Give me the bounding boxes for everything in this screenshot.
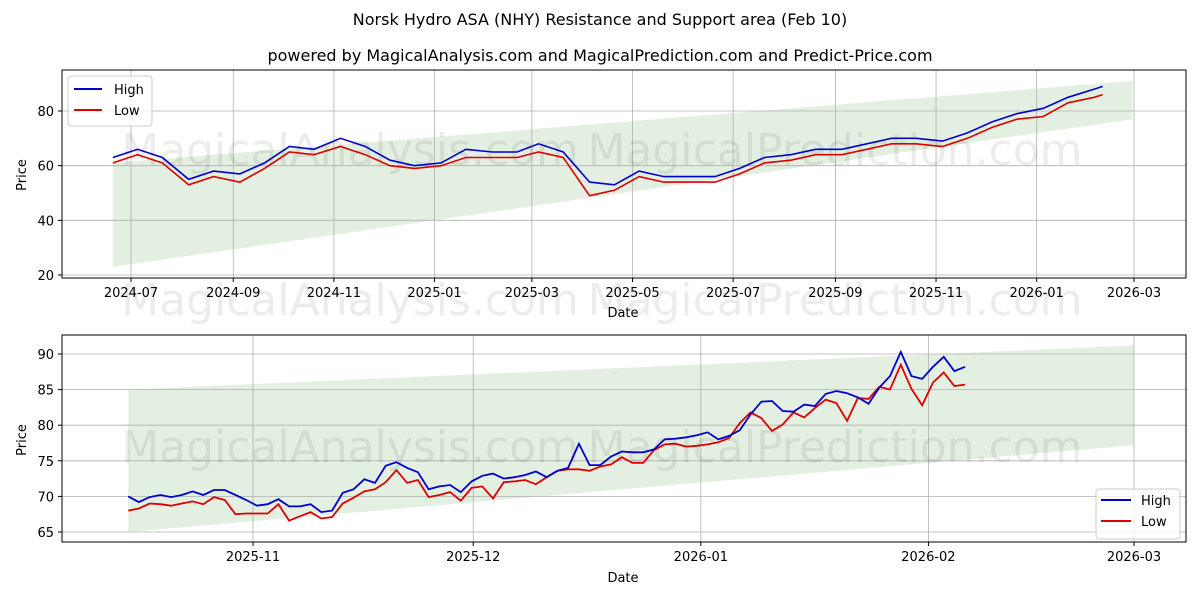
x-tick-label: 2025-05 bbox=[605, 286, 659, 301]
y-tick-label: 40 bbox=[37, 214, 54, 229]
top-price-chart: MagicalAnalysis.com MagicalPrediction.co… bbox=[15, 69, 1187, 326]
watermark: MagicalAnalysis.com bbox=[121, 275, 579, 326]
x-tick-label: 2025-03 bbox=[505, 286, 559, 301]
y-tick-label: 75 bbox=[37, 455, 54, 470]
x-tick-label: 2025-11 bbox=[909, 286, 963, 301]
x-axis-label: Date bbox=[607, 571, 638, 586]
x-tick-label: 2026-01 bbox=[1010, 286, 1064, 301]
x-tick-label: 2025-11 bbox=[226, 550, 280, 565]
x-tick-label: 2026-01 bbox=[674, 550, 728, 565]
x-tick-label: 2025-09 bbox=[808, 286, 862, 301]
y-axis-label: Price bbox=[15, 424, 30, 456]
x-tick-label: 2024-09 bbox=[206, 286, 260, 301]
y-tick-label: 70 bbox=[37, 490, 54, 505]
watermark: MagicalAnalysis.com bbox=[121, 125, 579, 176]
x-axis-label: Date bbox=[607, 306, 638, 321]
legend-low-label: Low bbox=[114, 104, 140, 119]
legend-low-label: Low bbox=[1141, 515, 1167, 530]
x-tick-label: 2026-02 bbox=[901, 550, 955, 565]
x-tick-label: 2024-11 bbox=[307, 286, 361, 301]
chart-title: Norsk Hydro ASA (NHY) Resistance and Sup… bbox=[352, 10, 848, 29]
x-tick-label: 2026-03 bbox=[1107, 286, 1161, 301]
legend: High Low bbox=[1095, 488, 1181, 540]
legend-high-label: High bbox=[114, 83, 144, 98]
y-tick-label: 85 bbox=[37, 384, 54, 399]
y-tick-label: 20 bbox=[37, 269, 54, 284]
bottom-price-chart: MagicalAnalysis.com MagicalPrediction.co… bbox=[15, 334, 1187, 586]
axes-frame bbox=[61, 69, 1187, 279]
axis-ticks: 2024-07 2024-09 2024-11 2025-01 2025-03 2025-… bbox=[37, 105, 1161, 301]
high-series-line bbox=[127, 349, 966, 514]
chart-subtitle: powered by MagicalAnalysis.com and Magic… bbox=[267, 46, 933, 65]
y-tick-label: 80 bbox=[37, 105, 54, 120]
x-tick-label: 2024-07 bbox=[104, 286, 158, 301]
high-series-line bbox=[112, 85, 1103, 186]
low-series-line bbox=[112, 93, 1103, 197]
watermark: MagicalAnalysis.com bbox=[121, 422, 579, 473]
x-tick-label: 2026-03 bbox=[1107, 550, 1161, 565]
x-tick-label: 2025-01 bbox=[407, 286, 461, 301]
legend: High Low bbox=[67, 75, 153, 127]
legend-high-label: High bbox=[1141, 494, 1171, 509]
grid-lines bbox=[62, 335, 1186, 542]
axis-ticks: 2025-11 2025-12 2026-01 2026-02 2026-03 65 70 7… bbox=[37, 348, 1161, 565]
y-tick-label: 90 bbox=[37, 348, 54, 363]
axes-frame bbox=[61, 334, 1187, 543]
grid-lines bbox=[62, 70, 1186, 278]
x-tick-label: 2025-07 bbox=[706, 286, 760, 301]
x-tick-label: 2025-12 bbox=[446, 550, 500, 565]
watermark: MagicalPrediction.com bbox=[588, 125, 1083, 176]
y-axis-label: Price bbox=[15, 159, 30, 191]
y-tick-label: 80 bbox=[37, 419, 54, 434]
y-tick-label: 60 bbox=[37, 160, 54, 175]
watermark: MagicalPrediction.com bbox=[588, 275, 1083, 326]
y-tick-label: 65 bbox=[37, 526, 54, 541]
watermark: MagicalPrediction.com bbox=[588, 422, 1083, 473]
